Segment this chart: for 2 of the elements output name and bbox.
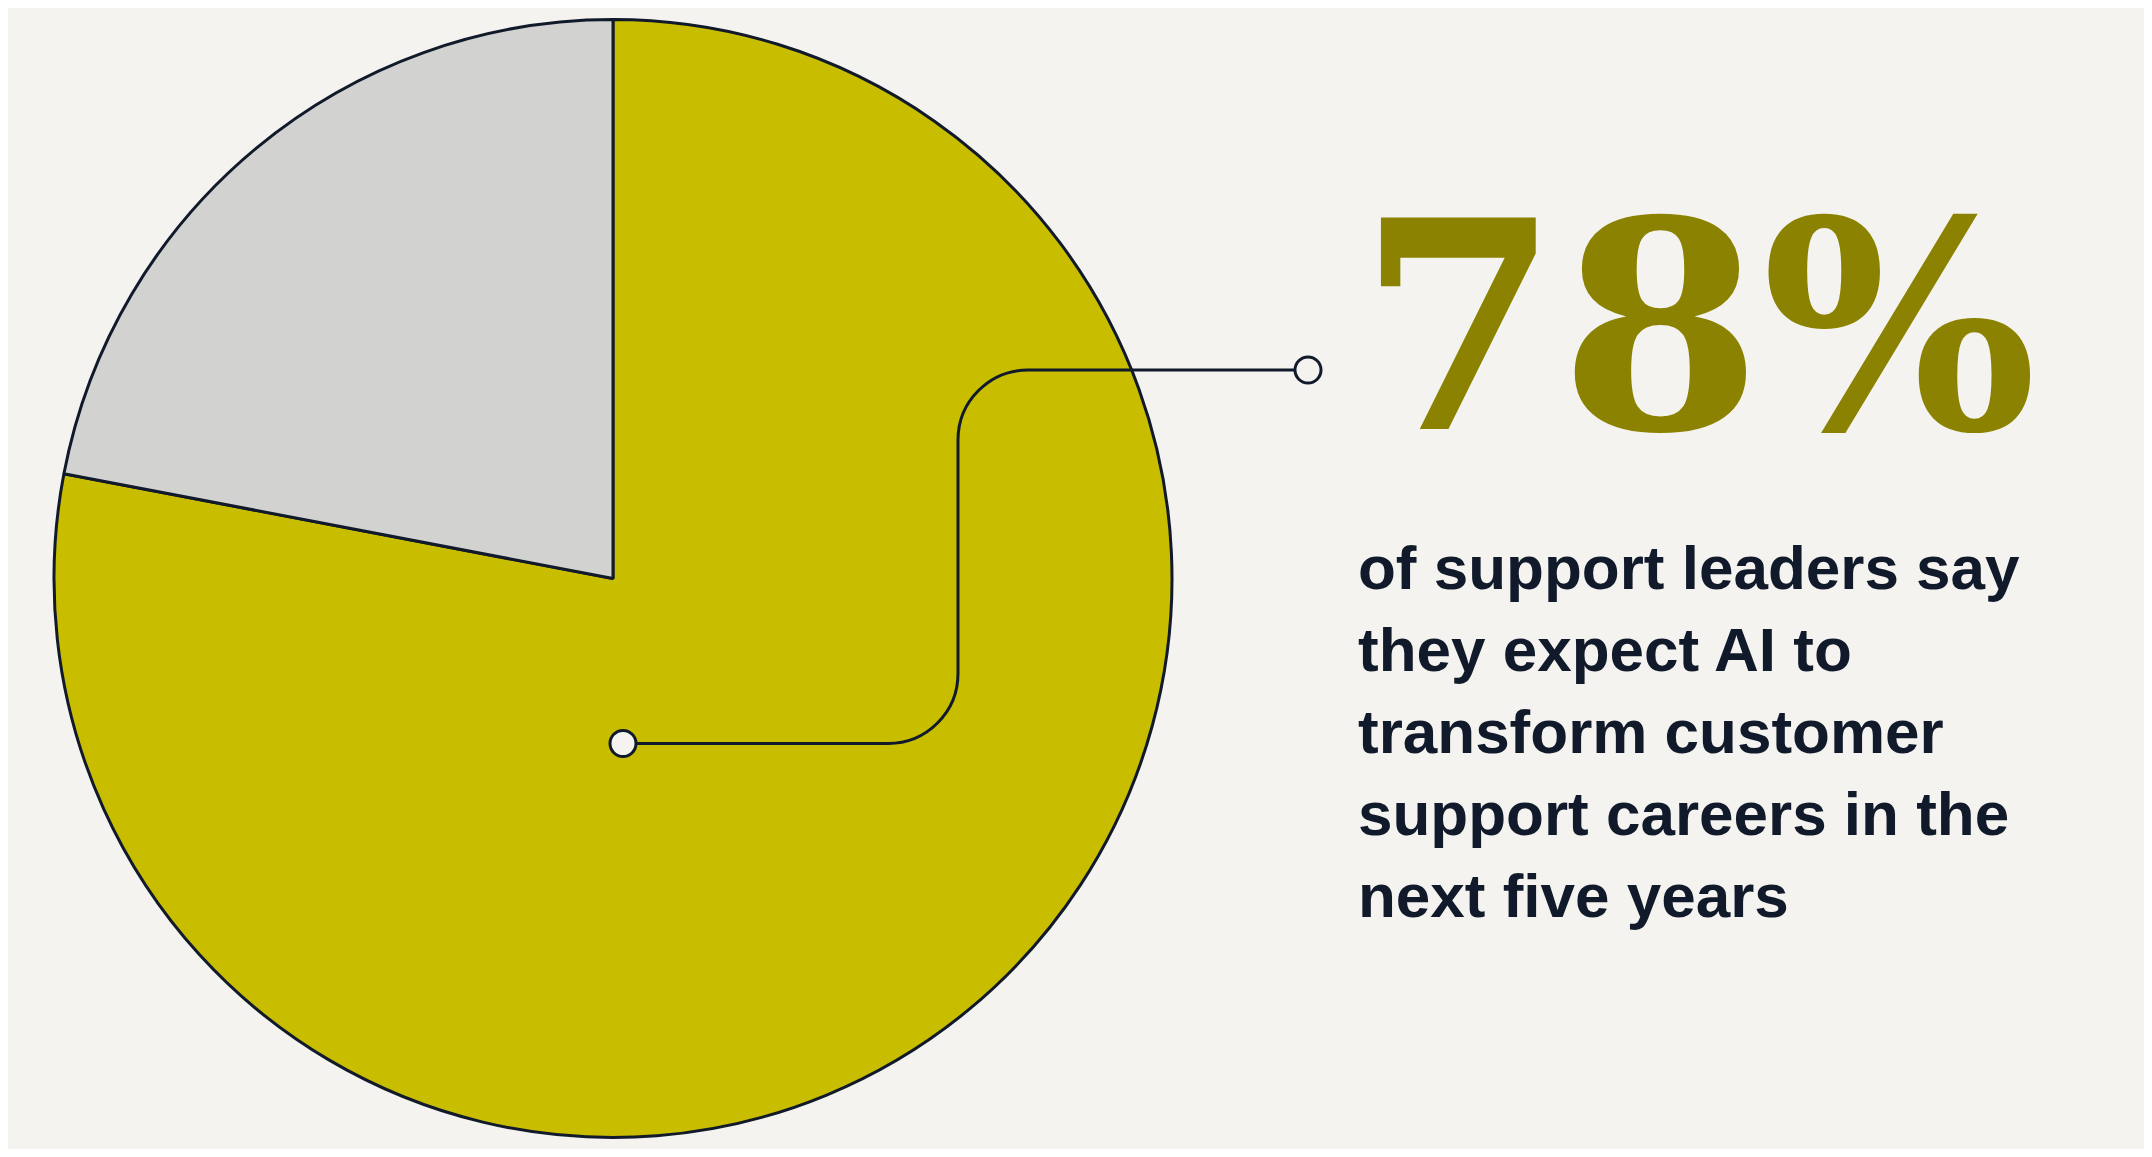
data-label: 78% [1358,157,2039,497]
text: of support leaders say they expect AI to transform customer support careers in the next five years [1358,532,2021,932]
